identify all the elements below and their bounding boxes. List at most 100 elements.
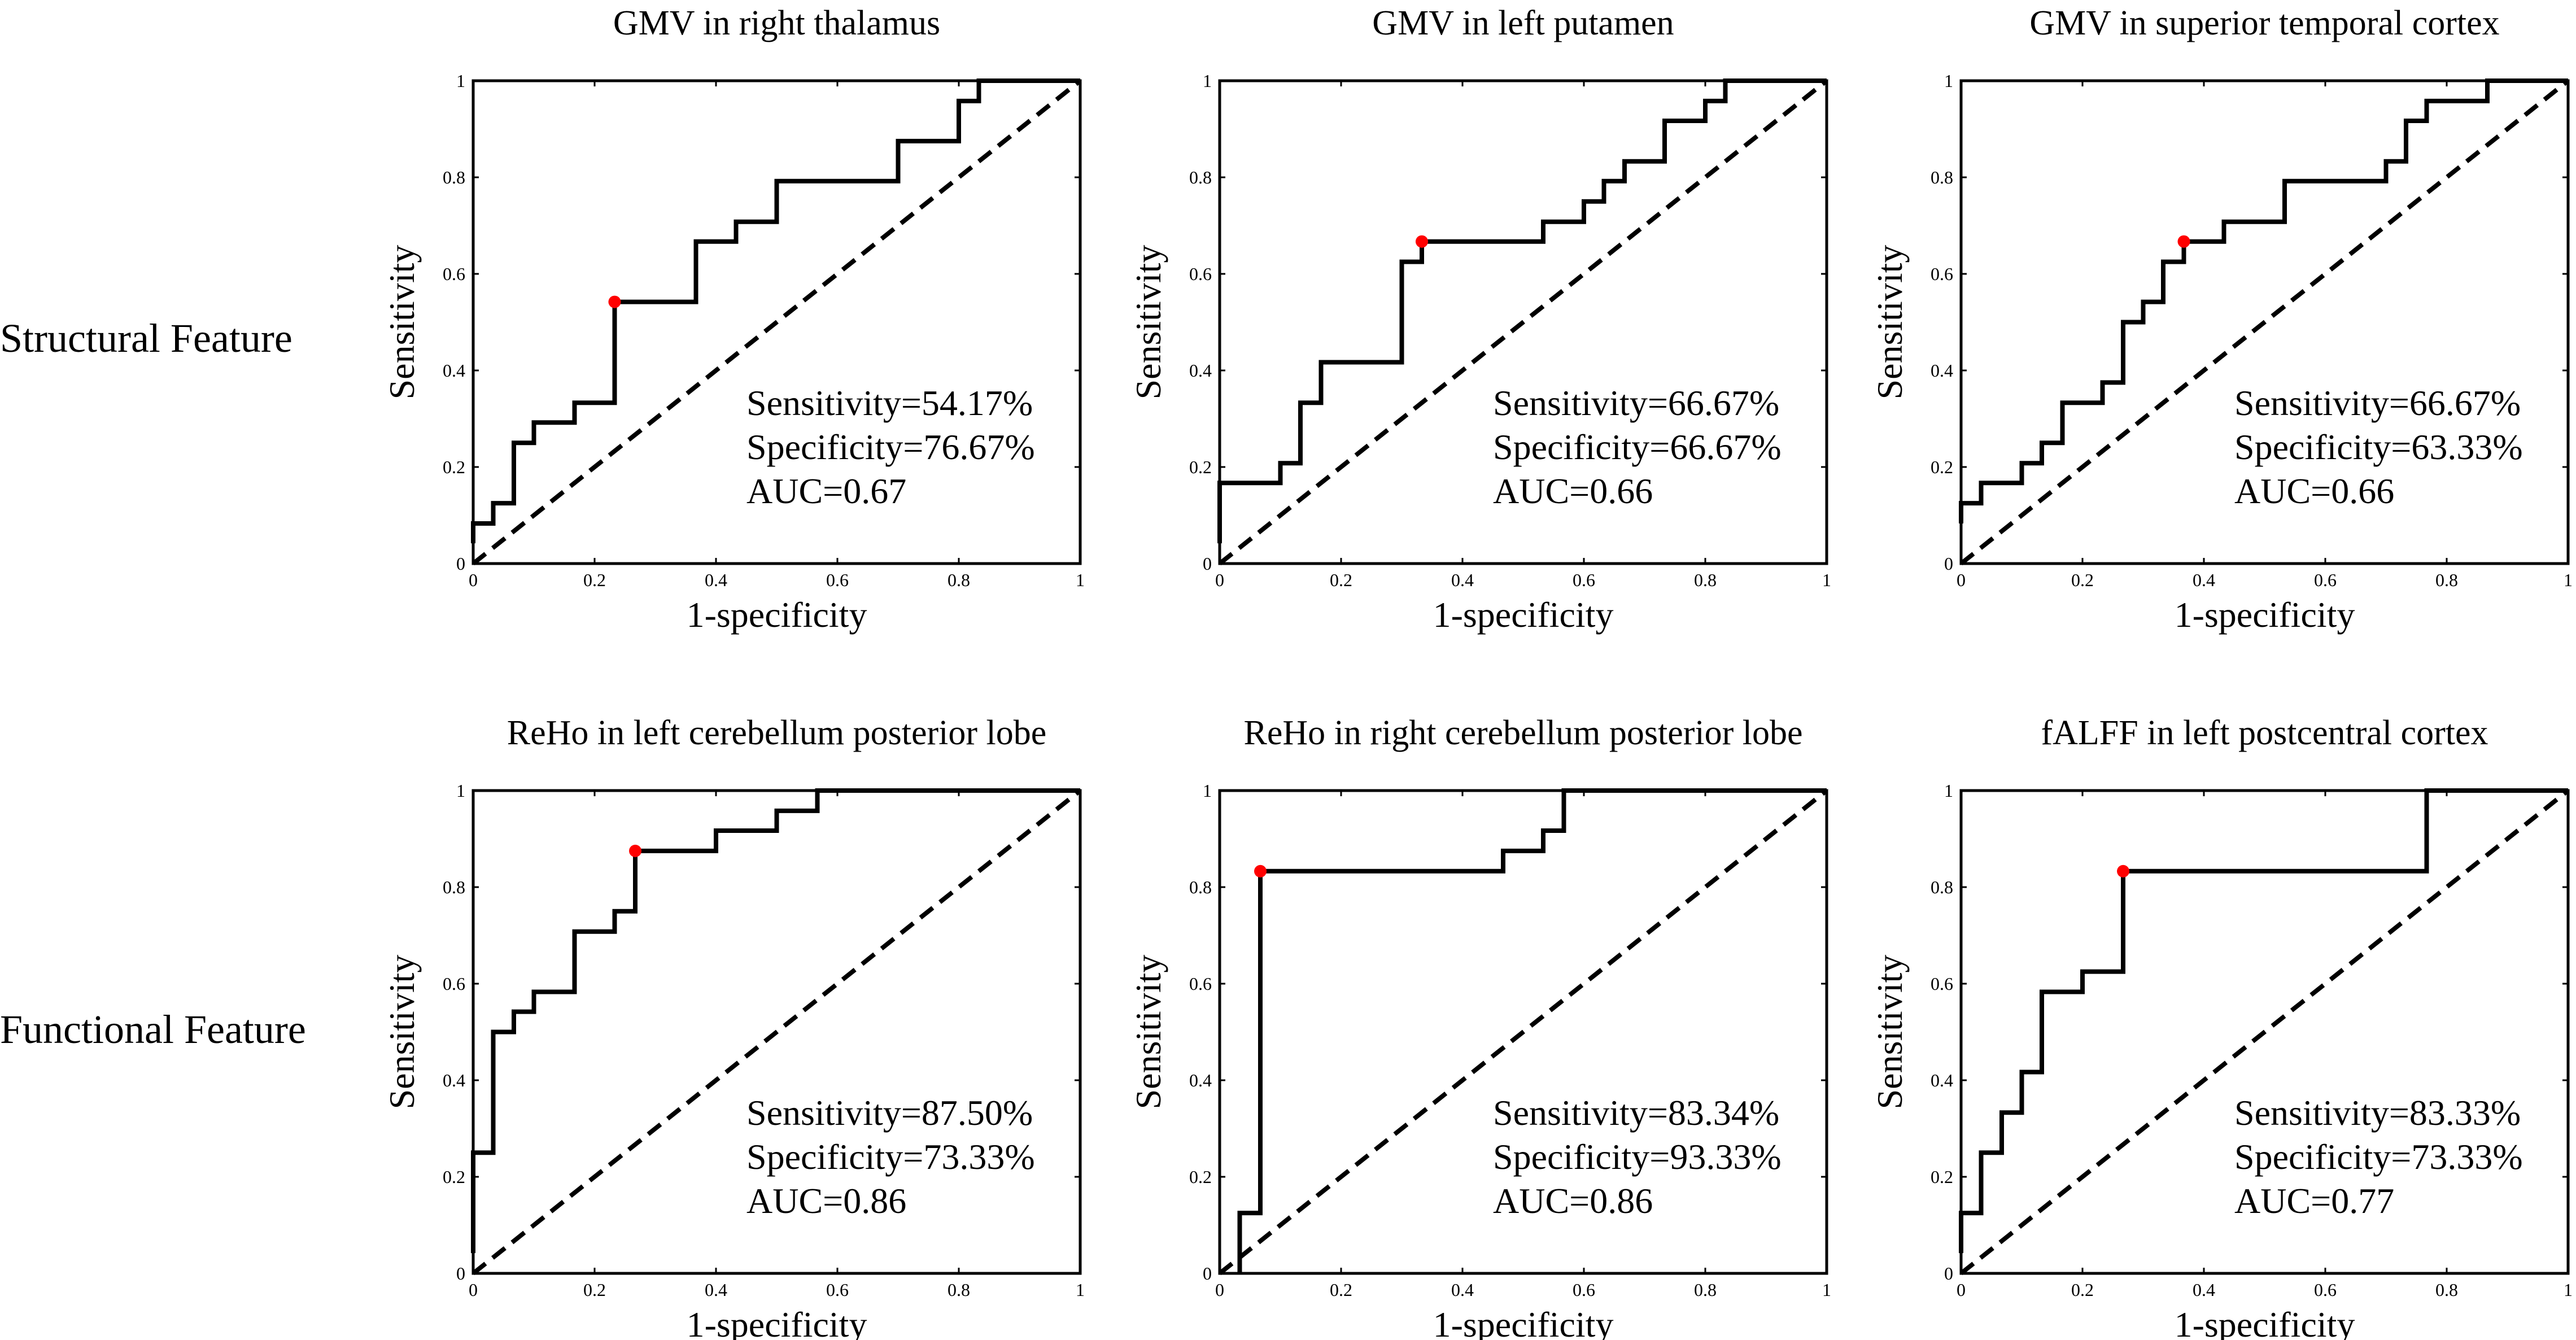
chance-diagonal xyxy=(1218,788,1828,1276)
specificity-annotation: Specificity=63.33% xyxy=(2234,427,2523,467)
x-tick-label: 0.2 xyxy=(2071,570,2094,590)
y-tick-label: 0 xyxy=(1203,1263,1212,1284)
sensitivity-annotation: Sensitivity=87.50% xyxy=(746,1093,1033,1133)
auc-annotation: AUC=0.86 xyxy=(746,1181,906,1221)
row-label-structural: Structural Feature xyxy=(0,316,292,361)
x-tick-label: 1 xyxy=(1076,570,1085,590)
roc-panels: GMV in right thalamus 0 0.2 0.4 0.6 0.8 1 0 0.2 0… xyxy=(382,4,2573,1340)
x-tick-label: 1 xyxy=(2564,1280,2573,1300)
y-axis-label: Sensitivity xyxy=(382,955,422,1110)
x-axis-label: 1-specificity xyxy=(687,595,867,635)
x-axis-label: 1-specificity xyxy=(2175,1304,2355,1340)
auc-annotation: AUC=0.67 xyxy=(746,471,906,511)
auc-annotation: AUC=0.66 xyxy=(1493,471,1653,511)
y-axis-label: Sensitivity xyxy=(1128,955,1168,1110)
x-tick-label: 0.8 xyxy=(2435,570,2458,590)
roc-panel-1: GMV in right thalamus 0 0.2 0.4 0.6 0.8 1 0 0.2 0… xyxy=(382,4,1085,635)
x-tick-label: 0.4 xyxy=(2193,1280,2215,1300)
roc-curve xyxy=(471,788,1080,1254)
y-tick-label: 0.6 xyxy=(443,974,465,994)
chance-diagonal xyxy=(471,788,1082,1276)
optimal-cutoff-point xyxy=(1254,865,1267,878)
y-tick-label: 0.6 xyxy=(1189,264,1212,284)
x-axis-label: 1-specificity xyxy=(1433,1304,1614,1340)
y-tick-label: 0.8 xyxy=(1189,167,1212,187)
x-tick-label: 0.4 xyxy=(2193,570,2215,590)
y-tick-label: 0.8 xyxy=(443,167,465,187)
roc-panel-2: GMV in left putamen 0 0.2 0.4 0.6 0.8 1 0 0.2 0.4… xyxy=(1128,4,1831,635)
y-tick-label: 0.4 xyxy=(1931,1070,1953,1090)
y-tick-label: 0.4 xyxy=(443,360,465,381)
sensitivity-annotation: Sensitivity=54.17% xyxy=(746,383,1033,423)
y-axis-label: Sensitivity xyxy=(1870,955,1910,1110)
optimal-cutoff-point xyxy=(608,295,621,308)
y-tick-label: 0.6 xyxy=(1931,264,1953,284)
x-tick-label: 0.8 xyxy=(948,1280,970,1300)
x-tick-label: 0 xyxy=(1215,1280,1224,1300)
y-tick-label: 0.2 xyxy=(1931,1167,1953,1187)
y-tick-label: 0.8 xyxy=(1931,167,1953,187)
chance-diagonal xyxy=(471,78,1082,566)
optimal-cutoff-point xyxy=(2177,235,2190,248)
x-tick-label: 0.2 xyxy=(583,570,606,590)
y-axis-label: Sensitivity xyxy=(1870,245,1910,400)
roc-curve xyxy=(1217,78,1827,544)
auc-annotation: AUC=0.77 xyxy=(2234,1181,2394,1221)
chance-diagonal xyxy=(1959,78,2570,566)
specificity-annotation: Specificity=93.33% xyxy=(1493,1137,1782,1177)
plot-frame xyxy=(471,789,1082,1275)
x-tick-label: 0.2 xyxy=(1330,1280,1352,1300)
y-tick-label: 0 xyxy=(1944,553,1953,574)
y-tick-label: 0.6 xyxy=(1931,974,1953,994)
x-tick-label: 0 xyxy=(469,570,478,590)
sensitivity-annotation: Sensitivity=83.33% xyxy=(2234,1093,2521,1133)
x-tick-label: 0.6 xyxy=(2314,1280,2337,1300)
roc-curve xyxy=(471,78,1080,544)
x-tick-label: 0.6 xyxy=(1573,570,1595,590)
y-tick-label: 1 xyxy=(456,71,465,91)
x-axis-label: 1-specificity xyxy=(2175,595,2355,635)
chart-title: GMV in superior temporal cortex xyxy=(2029,4,2499,42)
y-tick-label: 0.8 xyxy=(443,877,465,897)
x-tick-label: 0 xyxy=(1957,1280,1966,1300)
x-axis-label: 1-specificity xyxy=(687,1304,867,1340)
specificity-annotation: Specificity=66.67% xyxy=(1493,427,1782,467)
roc-curve xyxy=(1237,788,1827,1273)
y-tick-label: 0.2 xyxy=(443,457,465,477)
chance-diagonal xyxy=(1218,78,1828,566)
auc-annotation: AUC=0.86 xyxy=(1493,1181,1653,1221)
y-tick-label: 0 xyxy=(456,553,465,574)
x-tick-label: 1 xyxy=(1076,1280,1085,1300)
sensitivity-annotation: Sensitivity=66.67% xyxy=(1493,383,1779,423)
x-tick-label: 0 xyxy=(1957,570,1966,590)
roc-curve xyxy=(1959,788,2568,1254)
row-label-functional: Functional Feature xyxy=(0,1007,306,1052)
y-tick-label: 0.4 xyxy=(1931,360,1953,381)
y-tick-label: 1 xyxy=(1944,780,1953,801)
y-tick-label: 0.4 xyxy=(1189,360,1212,381)
roc-panel-6: fALFF in left postcentral cortex 0 0.2 0.4 0… xyxy=(1870,714,2573,1340)
y-axis-label: Sensitivity xyxy=(1128,245,1168,400)
x-tick-label: 0 xyxy=(469,1280,478,1300)
y-tick-label: 0 xyxy=(456,1263,465,1284)
x-tick-label: 1 xyxy=(2564,570,2573,590)
optimal-cutoff-point xyxy=(629,844,642,857)
x-tick-label: 1 xyxy=(1822,1280,1831,1300)
x-tick-label: 0.2 xyxy=(1330,570,1352,590)
chart-title: ReHo in left cerebellum posterior lobe xyxy=(507,714,1047,752)
y-tick-label: 0.2 xyxy=(1931,457,1953,477)
y-tick-label: 0.6 xyxy=(1189,974,1212,994)
x-tick-label: 0.8 xyxy=(1694,1280,1717,1300)
roc-panel-3: GMV in superior temporal cortex 0 0.2 0.4 0.… xyxy=(1870,4,2573,635)
x-axis-label: 1-specificity xyxy=(1433,595,1614,635)
roc-curve xyxy=(1959,78,2568,523)
y-tick-label: 0.4 xyxy=(1189,1070,1212,1090)
plot-frame xyxy=(1218,79,1828,565)
x-tick-label: 0.4 xyxy=(1451,1280,1474,1300)
y-tick-label: 1 xyxy=(456,780,465,801)
y-tick-label: 1 xyxy=(1203,71,1212,91)
x-tick-label: 0 xyxy=(1215,570,1224,590)
y-tick-label: 0 xyxy=(1944,1263,1953,1284)
